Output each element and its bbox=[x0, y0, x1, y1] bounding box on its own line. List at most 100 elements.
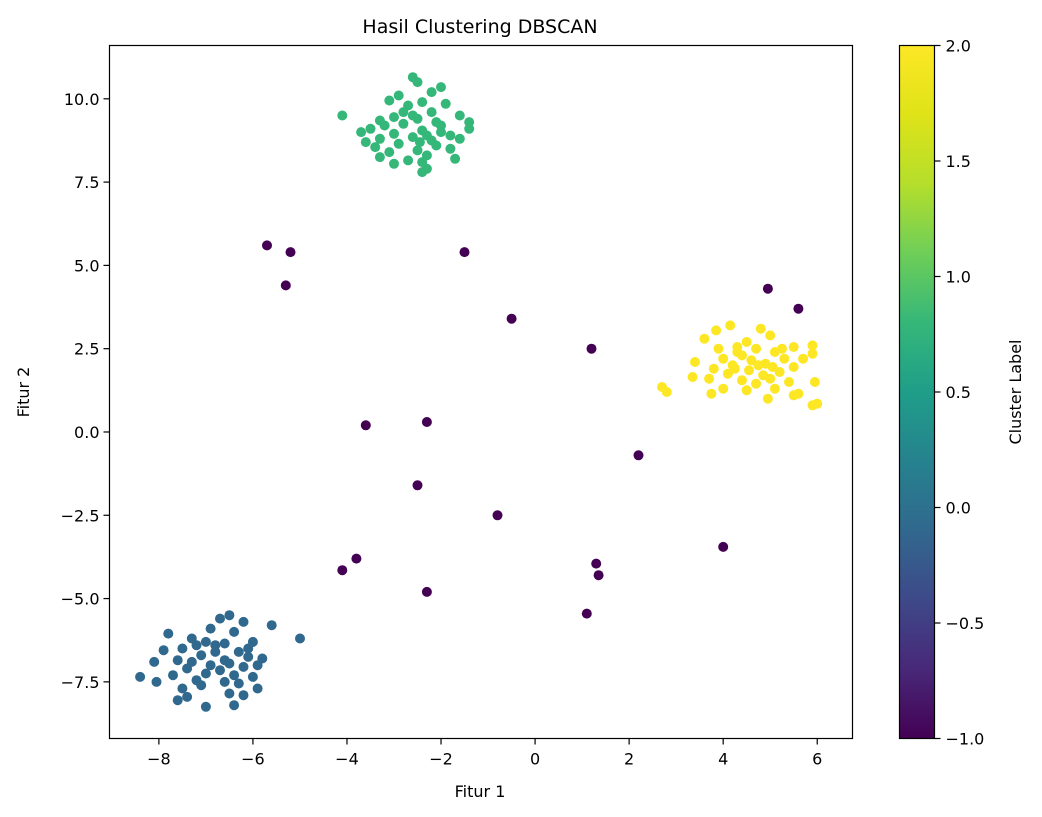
point-cluster-0-36 bbox=[233, 678, 244, 689]
point-cluster-1-6 bbox=[417, 97, 428, 108]
point-cluster-0-42 bbox=[172, 695, 183, 706]
x-tick-label: −8 bbox=[147, 750, 171, 769]
point-cluster-0-31 bbox=[247, 671, 258, 682]
colorbar bbox=[898, 44, 936, 740]
point-cluster--1-5 bbox=[586, 343, 597, 354]
point-cluster-1-26 bbox=[454, 133, 465, 144]
point-cluster-1-16 bbox=[398, 118, 409, 129]
point-cluster--1-8 bbox=[633, 450, 644, 461]
x-tick-label: 4 bbox=[718, 750, 728, 769]
point-cluster-1-3 bbox=[393, 90, 404, 101]
point-cluster-2-14 bbox=[718, 353, 729, 364]
point-cluster-2-1 bbox=[755, 323, 766, 334]
point-cluster-0-15 bbox=[233, 646, 244, 657]
point-cluster-1-42 bbox=[417, 167, 428, 178]
point-cluster-0-37 bbox=[177, 683, 188, 694]
point-cluster--1-2 bbox=[280, 280, 291, 291]
point-cluster-0-41 bbox=[182, 691, 193, 702]
y-tick-label: 5.0 bbox=[74, 256, 99, 275]
point-cluster--1-4 bbox=[506, 313, 517, 324]
point-cluster-0-1 bbox=[215, 613, 225, 624]
point-cluster--1-16 bbox=[421, 586, 432, 597]
point-cluster-2-3 bbox=[765, 330, 776, 341]
point-cluster-0-26 bbox=[182, 663, 193, 674]
point-cluster-0-48 bbox=[219, 655, 230, 666]
point-cluster-2-17 bbox=[746, 355, 757, 366]
point-cluster-1-11 bbox=[454, 110, 465, 121]
point-cluster-0-45 bbox=[210, 640, 221, 651]
colorbar-tick-label: 1.5 bbox=[946, 152, 971, 171]
colorbar-tick-label: 2.0 bbox=[946, 37, 971, 56]
point-cluster-0-35 bbox=[151, 676, 162, 687]
point-cluster-0-2 bbox=[238, 616, 249, 627]
point-cluster-2-46 bbox=[753, 360, 764, 371]
point-cluster-0-32 bbox=[135, 671, 146, 682]
chart-title: Hasil Clustering DBSCAN bbox=[362, 16, 597, 38]
point-cluster--1-14 bbox=[591, 558, 602, 569]
point-cluster-0-17 bbox=[243, 651, 254, 662]
point-cluster-0-23 bbox=[149, 656, 160, 667]
point-cluster-2-37 bbox=[661, 387, 672, 397]
colorbar-label: Cluster Label bbox=[1006, 339, 1025, 444]
x-tick-label: 0 bbox=[530, 750, 540, 769]
y-tick-label: 0.0 bbox=[74, 423, 99, 442]
point-cluster-2-9 bbox=[713, 343, 724, 354]
point-cluster-0-10 bbox=[219, 638, 230, 649]
point-cluster-1-28 bbox=[360, 137, 371, 148]
x-axis-label: Fitur 1 bbox=[455, 782, 506, 801]
point-cluster-0-7 bbox=[295, 633, 305, 644]
y-axis: −7.5 −5.0 −2.5 0.0 2.5 5.0 7.5 10.0 bbox=[61, 90, 110, 692]
point-cluster-0-22 bbox=[205, 660, 216, 671]
point-cluster-1-10 bbox=[426, 107, 437, 118]
y-tick-label: 10.0 bbox=[64, 90, 100, 109]
point-cluster--1-13 bbox=[337, 565, 348, 576]
x-tick-label: −2 bbox=[429, 750, 453, 769]
point-cluster-1-32 bbox=[445, 143, 456, 154]
point-cluster-0-9 bbox=[200, 636, 211, 647]
point-cluster--1-19 bbox=[793, 303, 804, 314]
point-cluster-1-36 bbox=[374, 152, 385, 163]
point-cluster-2-0 bbox=[725, 320, 736, 331]
y-tick-label: 7.5 bbox=[74, 173, 99, 192]
point-cluster-2-39 bbox=[706, 388, 717, 399]
y-tick-label: −7.5 bbox=[61, 673, 100, 692]
point-cluster-0-43 bbox=[229, 700, 240, 711]
point-cluster-2-28 bbox=[704, 373, 715, 384]
point-cluster-0-5 bbox=[229, 626, 240, 637]
point-cluster-2-49 bbox=[767, 362, 778, 372]
point-cluster-0-38 bbox=[252, 683, 263, 694]
y-tick-label: −2.5 bbox=[61, 506, 100, 525]
point-cluster-2-36 bbox=[769, 383, 780, 394]
point-cluster-0-16 bbox=[196, 650, 207, 661]
point-cluster-0-4 bbox=[205, 623, 216, 634]
colorbar-tick-label: 0.0 bbox=[946, 499, 971, 518]
point-cluster-1-31 bbox=[370, 142, 381, 153]
point-cluster-2-4 bbox=[699, 333, 710, 344]
colorbar-tick-label: 0.5 bbox=[946, 383, 971, 402]
point-cluster-0-28 bbox=[200, 668, 211, 679]
point-cluster-1-21 bbox=[356, 127, 367, 138]
point-cluster-1-22 bbox=[389, 128, 399, 139]
point-cluster-0-27 bbox=[215, 665, 225, 676]
colorbar-axis: −1.0 −0.5 0.0 0.5 1.0 1.5 2.0 bbox=[934, 37, 984, 749]
point-cluster-1-29 bbox=[393, 138, 404, 149]
point-cluster-1-25 bbox=[374, 133, 385, 144]
point-cluster-0-19 bbox=[172, 655, 183, 666]
point-cluster-2-27 bbox=[687, 372, 698, 382]
scatter-points bbox=[135, 72, 823, 712]
point-cluster--1-11 bbox=[718, 541, 729, 552]
point-cluster-1-5 bbox=[384, 95, 395, 106]
point-cluster-2-33 bbox=[751, 378, 762, 389]
point-cluster-0-6 bbox=[163, 628, 174, 639]
point-cluster-0-0 bbox=[224, 610, 235, 621]
point-cluster-1-18 bbox=[365, 123, 376, 134]
point-cluster--1-10 bbox=[492, 510, 503, 521]
point-cluster-2-32 bbox=[809, 377, 820, 387]
point-cluster-1-12 bbox=[389, 112, 399, 123]
point-cluster-0-29 bbox=[229, 670, 240, 681]
point-cluster-2-15 bbox=[779, 353, 790, 364]
point-cluster-2-25 bbox=[722, 368, 733, 379]
point-cluster-0-24 bbox=[238, 661, 249, 672]
x-tick-label: 2 bbox=[624, 750, 634, 769]
